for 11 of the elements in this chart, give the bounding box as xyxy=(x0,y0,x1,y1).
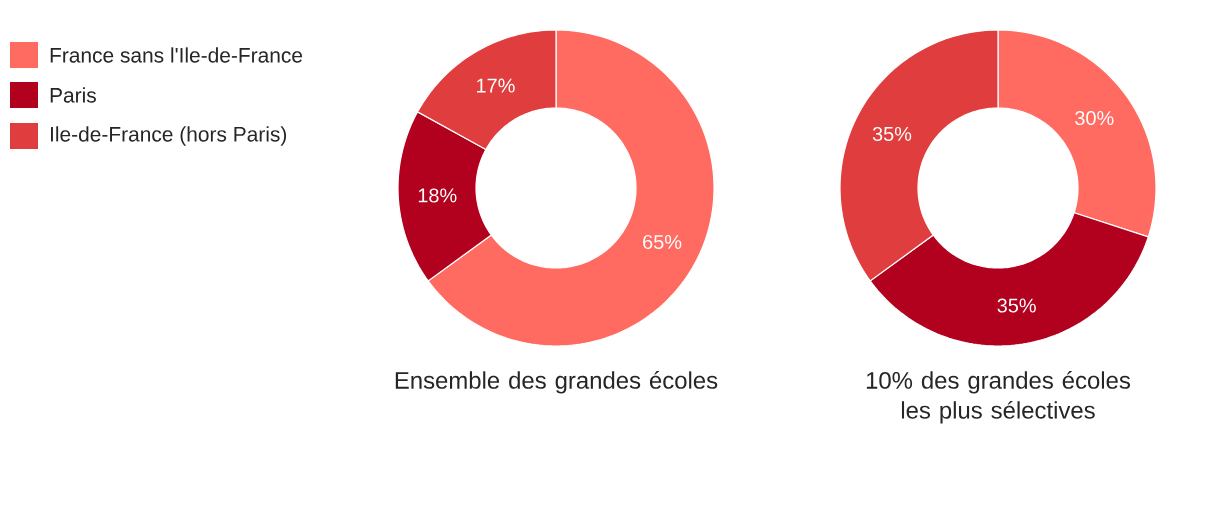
legend-label: France sans l'Ile-de-France xyxy=(50,47,303,63)
text: 10% des grandes écoles les plus sélectives xyxy=(866,371,1130,424)
legend-label: Paris xyxy=(50,87,96,103)
data-label: 65% xyxy=(643,234,682,250)
text: Ensemble des grandes écoles xyxy=(395,371,718,394)
legend-label: Ile-de-France (hors Paris) xyxy=(50,126,287,146)
data-label: 30% xyxy=(1075,111,1114,126)
data-label: 35% xyxy=(997,298,1036,313)
data-label: 18% xyxy=(418,188,457,203)
data-label: 17% xyxy=(477,78,515,93)
data-label: 35% xyxy=(872,126,912,142)
